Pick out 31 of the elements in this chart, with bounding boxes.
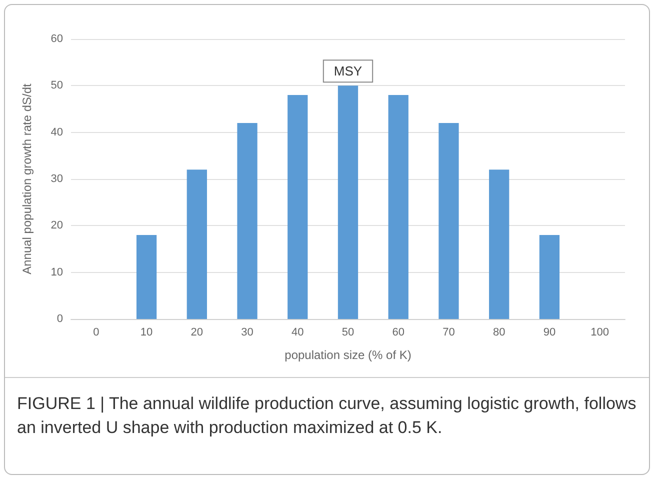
x-tick-label: 90 — [543, 326, 556, 338]
y-tick-label: 60 — [50, 33, 63, 45]
caption: FIGURE 1 | The annual wildlife production curve, assuming logistic growth, follows an inverted U shape with production maximized at 0.5 K. — [5, 377, 649, 440]
bar — [186, 170, 207, 319]
x-tick-label: 20 — [190, 326, 204, 338]
y-axis-title: Annual population growth rate dS/dt — [20, 82, 34, 274]
y-tick-label: 0 — [56, 313, 63, 325]
bar — [438, 123, 459, 319]
x-tick-label: 80 — [492, 326, 506, 338]
bar — [237, 123, 258, 319]
y-tick-label: 40 — [50, 126, 63, 138]
y-tick-label: 30 — [50, 173, 63, 185]
x-tick-label: 10 — [140, 326, 153, 338]
y-tick-label: 50 — [50, 80, 63, 92]
bar — [489, 170, 510, 319]
y-tick-label: 20 — [50, 220, 63, 232]
bar — [539, 235, 560, 319]
y-tick-label: 10 — [50, 266, 63, 278]
x-tick-label: 100 — [590, 326, 609, 338]
x-axis-title: population size (% of K) — [284, 348, 412, 362]
bar — [136, 235, 157, 319]
x-tick-label: 0 — [93, 326, 100, 338]
x-tick-label: 30 — [241, 326, 254, 338]
bar — [288, 95, 308, 319]
bar — [338, 86, 358, 319]
x-tick-label: 40 — [292, 326, 304, 338]
bar — [388, 95, 408, 319]
x-tick-label: 60 — [392, 326, 404, 338]
x-tick-label: 70 — [442, 326, 455, 338]
x-tick-label: 50 — [342, 326, 354, 338]
annotation: MSY — [334, 64, 362, 79]
